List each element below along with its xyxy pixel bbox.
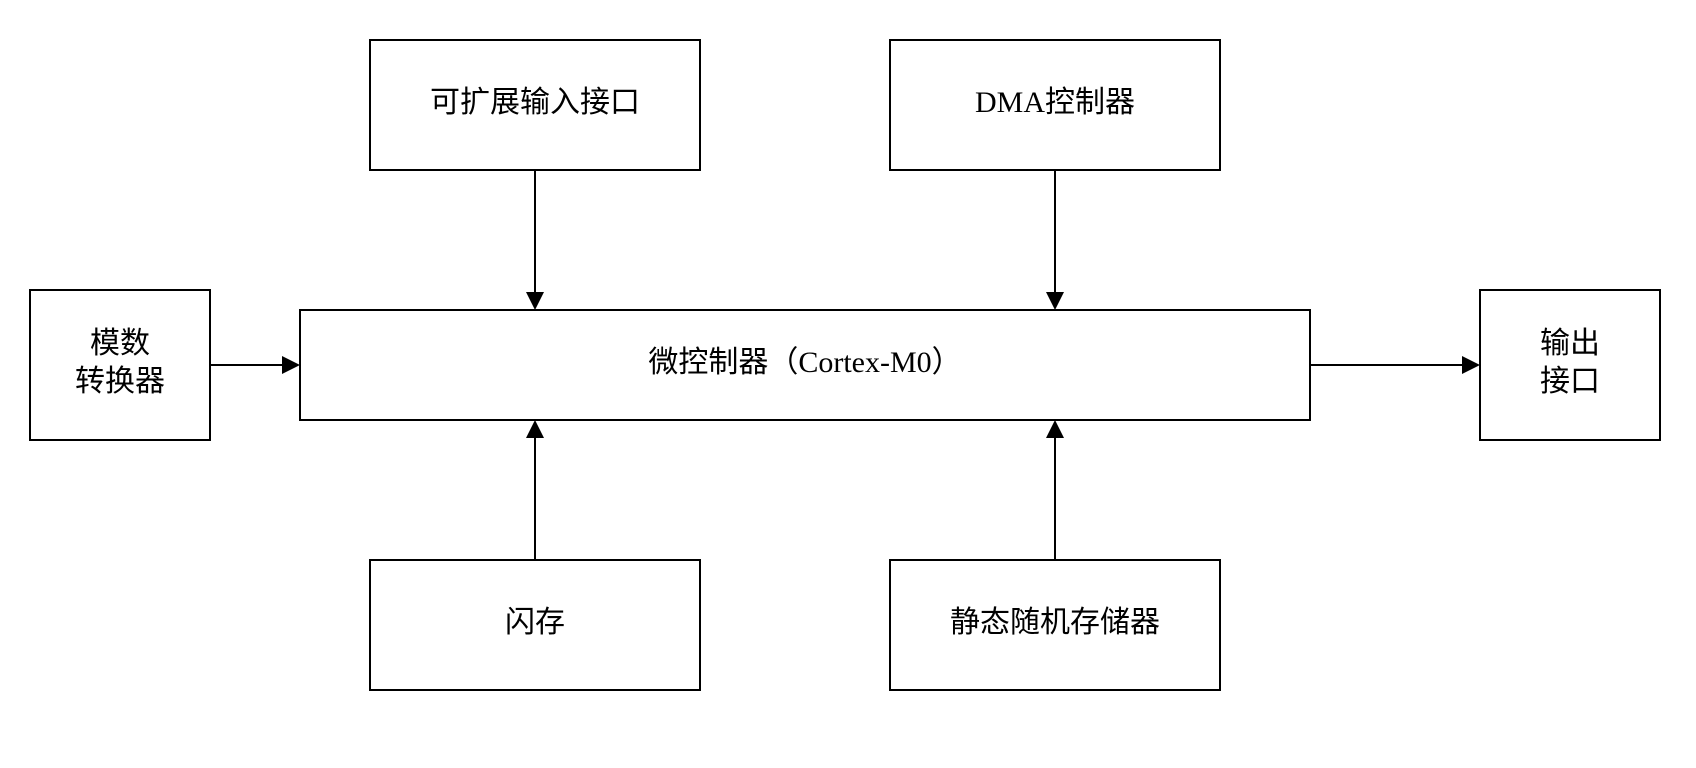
node-out-label-1: 接口 <box>1540 365 1600 398</box>
node-sram: 静态随机存储器 <box>890 560 1220 690</box>
node-flash: 闪存 <box>370 560 700 690</box>
arrowhead-adc-to-mcu <box>282 356 300 374</box>
node-flash-label-0: 闪存 <box>505 606 565 639</box>
block-diagram: 模数转换器 可扩展输入接口 DMA控制器微控制器（Cortex-M0） 闪存 静态随机存… <box>0 0 1696 768</box>
arrowhead-dma-to-mcu <box>1046 292 1064 310</box>
node-mcu-label-0: 微控制器（Cortex-M0） <box>648 346 961 379</box>
node-adc-label-1: 转换器 <box>75 365 165 398</box>
arrowhead-ext_in-to-mcu <box>526 292 544 310</box>
node-sram-label-0: 静态随机存储器 <box>950 606 1160 639</box>
node-out-label-0: 输出 <box>1540 327 1600 360</box>
node-adc: 模数转换器 <box>30 290 210 440</box>
node-ext_in-label-0: 可扩展输入接口 <box>430 86 640 119</box>
arrowhead-mcu-to-out <box>1462 356 1480 374</box>
node-dma-label-0: DMA控制器 <box>975 86 1135 119</box>
node-ext_in: 可扩展输入接口 <box>370 40 700 170</box>
arrowhead-sram-to-mcu <box>1046 420 1064 438</box>
arrowhead-flash-to-mcu <box>526 420 544 438</box>
node-adc-label-0: 模数 <box>90 327 150 360</box>
node-mcu: 微控制器（Cortex-M0） <box>300 310 1310 420</box>
node-dma: DMA控制器 <box>890 40 1220 170</box>
node-out: 输出接口 <box>1480 290 1660 440</box>
